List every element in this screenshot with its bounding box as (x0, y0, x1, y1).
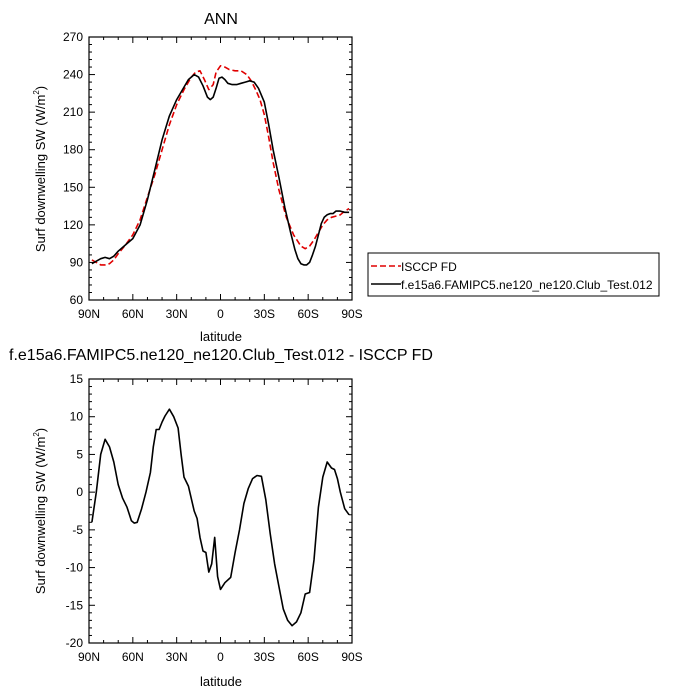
bottom-ticks (88, 378, 353, 644)
x-tick-label: 0 (217, 650, 224, 664)
x-tick-label: 60S (297, 650, 318, 664)
x-tick-label: 30N (166, 307, 188, 321)
y-tick-label: -5 (72, 523, 83, 537)
x-tick-label: 90S (341, 307, 362, 321)
top-x-tick-labels: 90N 60N 30N 0 30S 60S 90S (78, 307, 363, 321)
bottom-series-layer (91, 408, 350, 627)
top-y-axis-label-main: Surf downwelling SW (W/m (33, 95, 48, 252)
x-tick-label: 60S (297, 307, 318, 321)
x-tick-label: 90N (78, 307, 100, 321)
x-tick-label: 30S (254, 307, 275, 321)
y-tick-label: 210 (63, 105, 83, 119)
x-tick-label: 60N (122, 307, 144, 321)
bottom-y-axis-label: Surf downwelling SW (W/m2) (32, 428, 48, 594)
top-x-axis-label: latitude (200, 329, 242, 344)
top-y-tick-labels: 60 90 120 150 180 210 240 270 (63, 30, 83, 307)
legend-label-isccp: ISCCP FD (401, 260, 457, 274)
top-ticks (88, 36, 353, 301)
y-tick-label: 0 (76, 485, 83, 499)
x-tick-label: 0 (217, 307, 224, 321)
y-tick-label: 90 (70, 255, 84, 269)
bottom-y-tick-labels: -20 -15 -10 -5 0 5 10 15 (66, 372, 84, 650)
y-tick-label: 10 (70, 410, 84, 424)
y-tick-label: -15 (66, 598, 84, 612)
x-tick-label: 60N (122, 650, 144, 664)
y-tick-label: 240 (63, 68, 83, 82)
top-panel: ANN 90N 60N 30N 0 30S 60S 90S 60 90 120 150 180 210… (32, 11, 363, 344)
bottom-x-tick-labels: 90N 60N 30N 0 30S 60S 90S (78, 650, 363, 664)
legend: ISCCP FD f.e15a6.FAMIPC5.ne120_ne120.Clu… (367, 252, 660, 297)
series-line-0 (91, 408, 350, 627)
bottom-x-axis-label: latitude (200, 674, 242, 689)
legend-label-model: f.e15a6.FAMIPC5.ne120_ne120.Club_Test.01… (401, 278, 653, 292)
y-tick-label: 15 (70, 372, 84, 386)
top-title: ANN (204, 11, 238, 28)
top-series-layer (91, 65, 350, 266)
bottom-y-axis-label-sup: 2 (32, 432, 41, 437)
series-line-0 (91, 65, 350, 266)
y-tick-label: 120 (63, 218, 83, 232)
legend-box (367, 252, 660, 297)
bottom-y-axis-label-tail: ) (33, 428, 48, 432)
x-tick-label: 90S (341, 650, 362, 664)
y-tick-label: 60 (70, 293, 84, 307)
y-tick-label: 150 (63, 180, 83, 194)
y-tick-label: -20 (66, 636, 84, 650)
y-tick-label: -10 (66, 561, 84, 575)
top-y-axis-label-sup: 2 (32, 90, 41, 95)
x-tick-label: 30N (166, 650, 188, 664)
x-tick-label: 30S (254, 650, 275, 664)
bottom-title: f.e15a6.FAMIPC5.ne120_ne120.Club_Test.01… (9, 347, 433, 364)
top-y-axis-label-tail: ) (33, 86, 48, 90)
bottom-y-axis-label-main: Surf downwelling SW (W/m (33, 437, 48, 594)
top-y-axis-label: Surf downwelling SW (W/m2) (32, 86, 48, 252)
y-tick-label: 180 (63, 143, 83, 157)
bottom-panel: f.e15a6.FAMIPC5.ne120_ne120.Club_Test.01… (9, 347, 433, 689)
y-tick-label: 5 (76, 447, 83, 461)
series-line-1 (91, 73, 350, 266)
x-tick-label: 90N (78, 650, 100, 664)
y-tick-label: 270 (63, 30, 83, 44)
